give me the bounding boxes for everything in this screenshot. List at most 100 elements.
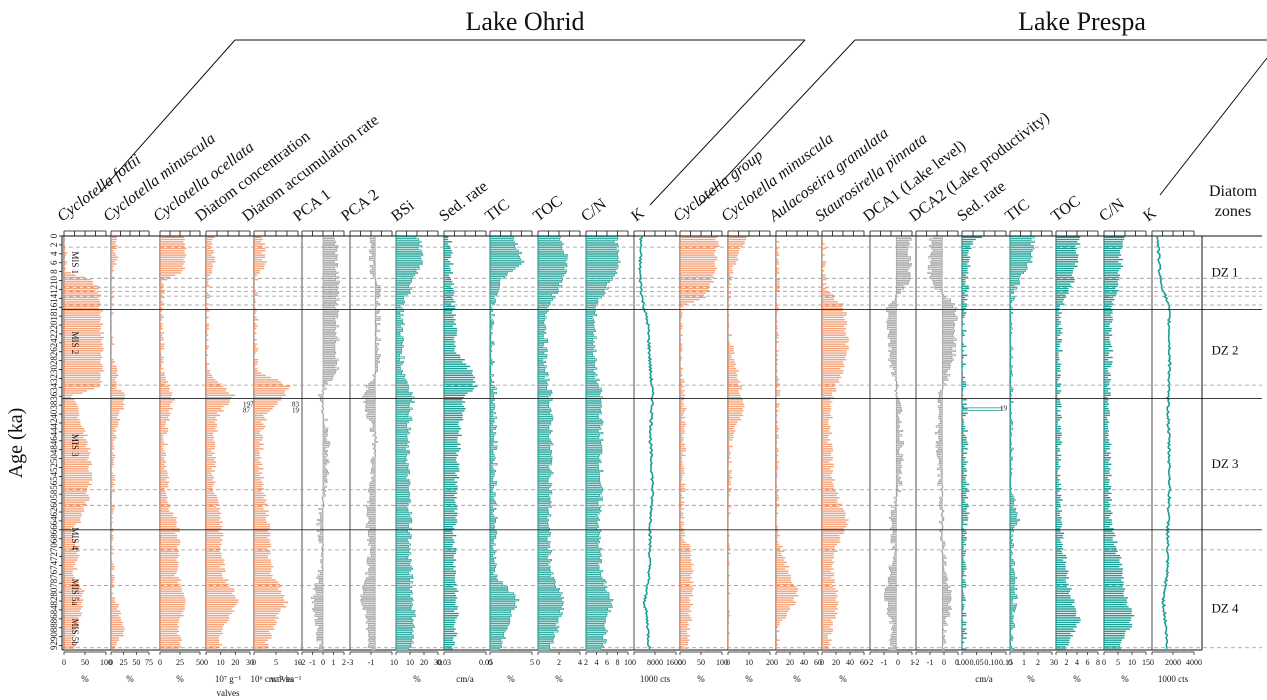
data-bar: [962, 336, 963, 339]
data-bar: [444, 252, 453, 254]
data-bar: [585, 392, 601, 395]
data-bar: [680, 379, 685, 381]
data-bar: [444, 425, 460, 428]
data-bar: [206, 423, 218, 425]
data-bar: [537, 516, 548, 519]
data-bar: [728, 265, 733, 267]
data-bar: [444, 416, 463, 419]
data-bar: [444, 401, 466, 403]
data-bar: [206, 470, 215, 472]
data-bar: [1104, 388, 1111, 390]
data-bar: [537, 521, 548, 524]
data-bar: [895, 483, 903, 486]
data-bar: [941, 632, 944, 635]
data-bar: [680, 528, 683, 530]
data-bar: [489, 325, 493, 328]
data-bar: [317, 530, 324, 533]
data-bar: [941, 385, 944, 388]
data-bar: [64, 619, 79, 621]
data-bar: [1056, 319, 1060, 321]
dz-header-1: Diatom: [1209, 183, 1258, 200]
data-bar: [395, 492, 411, 495]
data-bar: [1056, 510, 1062, 512]
data-bar: [822, 370, 844, 372]
data-bar: [962, 330, 967, 332]
data-bar: [322, 492, 325, 495]
data-bar: [895, 405, 902, 408]
data-bar: [941, 628, 944, 631]
data-bar: [1056, 250, 1076, 252]
data-bar: [1056, 481, 1059, 483]
data-bar: [322, 441, 330, 444]
data-bar: [680, 521, 684, 523]
panel-tick-label: -2: [299, 658, 306, 667]
data-bar: [206, 552, 222, 555]
data-bar: [537, 352, 545, 355]
data-bar: [962, 621, 967, 624]
data-bar: [1009, 599, 1013, 602]
data-bar: [254, 563, 272, 566]
data-bar: [680, 341, 681, 343]
data-bar: [728, 514, 729, 517]
data-bar: [489, 403, 495, 406]
data-bar: [895, 456, 903, 459]
data-bar: [962, 570, 965, 572]
data-bar: [776, 359, 779, 361]
data-bar: [962, 441, 968, 443]
data-bar: [537, 449, 553, 453]
data-bar: [941, 587, 949, 591]
data-bar: [489, 623, 510, 626]
data-bar: [489, 579, 498, 582]
data-bar: [322, 318, 336, 321]
data-bar: [537, 334, 544, 337]
data-bar: [489, 556, 497, 559]
data-bar: [444, 519, 458, 521]
data-bar: [374, 340, 377, 343]
data-bar: [822, 586, 834, 588]
data-bar: [1056, 494, 1062, 497]
data-bar: [1056, 463, 1059, 465]
data-bar: [1104, 383, 1110, 385]
data-bar: [1009, 416, 1011, 419]
data-bar: [822, 265, 826, 267]
data-bar: [1104, 425, 1108, 428]
data-bar: [395, 398, 412, 401]
data-bar: [160, 321, 161, 323]
data-bar: [585, 521, 598, 524]
data-bar: [940, 498, 943, 502]
data-bar: [1009, 541, 1013, 544]
data-bar: [395, 536, 412, 539]
data-bar: [585, 445, 603, 448]
data-bar: [1009, 565, 1012, 568]
data-bar: [368, 487, 376, 490]
annotation-acc-2: 19: [292, 406, 300, 414]
data-bar: [1009, 327, 1013, 330]
data-bar: [537, 510, 549, 513]
data-bar: [537, 583, 555, 586]
data-bar: [1104, 643, 1121, 646]
data-bar: [890, 641, 897, 644]
data-bar: [1009, 543, 1014, 546]
data-bar: [1009, 354, 1012, 357]
data-bar: [537, 314, 545, 317]
data-bar: [206, 410, 224, 412]
data-bar: [1009, 465, 1011, 468]
data-bar: [537, 423, 552, 426]
data-bar: [444, 561, 454, 563]
data-bar: [962, 359, 963, 361]
data-bar: [537, 536, 548, 539]
y-tick-label: 90: [49, 632, 59, 642]
data-bar: [322, 305, 335, 308]
data-bar: [822, 477, 833, 479]
data-bar: [254, 505, 264, 508]
data-bar: [1009, 536, 1012, 539]
data-bar: [776, 270, 779, 272]
data-bar: [206, 421, 215, 423]
panel-tick-label: 0: [1150, 658, 1154, 667]
data-bar: [941, 534, 943, 537]
data-bar: [254, 323, 257, 325]
data-bar: [585, 581, 607, 584]
data-bar: [489, 309, 493, 312]
data-bar: [585, 423, 603, 426]
data-bar: [585, 296, 602, 299]
